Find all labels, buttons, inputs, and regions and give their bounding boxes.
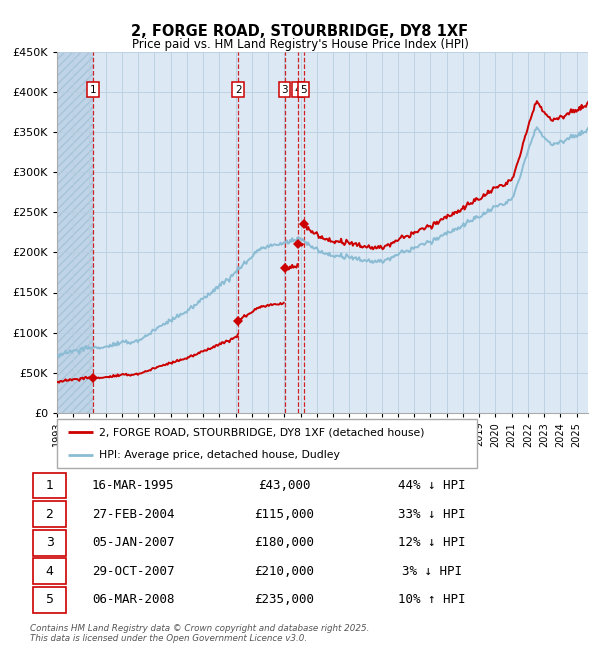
Text: £43,000: £43,000 xyxy=(257,479,310,492)
Text: 29-OCT-2007: 29-OCT-2007 xyxy=(92,565,175,578)
FancyBboxPatch shape xyxy=(57,419,477,468)
Text: 16-MAR-1995: 16-MAR-1995 xyxy=(92,479,175,492)
Text: 10% ↑ HPI: 10% ↑ HPI xyxy=(398,593,466,606)
Text: 3% ↓ HPI: 3% ↓ HPI xyxy=(402,565,462,578)
FancyBboxPatch shape xyxy=(33,530,66,556)
Text: 3: 3 xyxy=(46,536,53,549)
Text: £180,000: £180,000 xyxy=(254,536,314,549)
Text: £235,000: £235,000 xyxy=(254,593,314,606)
Text: 06-MAR-2008: 06-MAR-2008 xyxy=(92,593,175,606)
Bar xyxy=(57,52,93,413)
Text: 2: 2 xyxy=(235,85,242,95)
Text: 2: 2 xyxy=(46,508,53,521)
Text: 27-FEB-2004: 27-FEB-2004 xyxy=(92,508,175,521)
Text: Price paid vs. HM Land Registry's House Price Index (HPI): Price paid vs. HM Land Registry's House … xyxy=(131,38,469,51)
FancyBboxPatch shape xyxy=(33,473,66,499)
Text: £115,000: £115,000 xyxy=(254,508,314,521)
Text: 2, FORGE ROAD, STOURBRIDGE, DY8 1XF (detached house): 2, FORGE ROAD, STOURBRIDGE, DY8 1XF (det… xyxy=(99,428,425,437)
FancyBboxPatch shape xyxy=(33,501,66,527)
Text: 4: 4 xyxy=(46,565,53,578)
Text: 33% ↓ HPI: 33% ↓ HPI xyxy=(398,508,466,521)
Text: 1: 1 xyxy=(46,479,53,492)
Text: 3: 3 xyxy=(281,85,288,95)
Text: 5: 5 xyxy=(300,85,307,95)
Text: 4: 4 xyxy=(295,85,301,95)
Text: 1: 1 xyxy=(89,85,96,95)
Text: HPI: Average price, detached house, Dudley: HPI: Average price, detached house, Dudl… xyxy=(99,450,340,460)
Text: 12% ↓ HPI: 12% ↓ HPI xyxy=(398,536,466,549)
Text: 5: 5 xyxy=(46,593,53,606)
FancyBboxPatch shape xyxy=(33,558,66,584)
Text: 44% ↓ HPI: 44% ↓ HPI xyxy=(398,479,466,492)
Text: Contains HM Land Registry data © Crown copyright and database right 2025.
This d: Contains HM Land Registry data © Crown c… xyxy=(30,624,370,644)
FancyBboxPatch shape xyxy=(33,587,66,613)
Text: £210,000: £210,000 xyxy=(254,565,314,578)
Text: 2, FORGE ROAD, STOURBRIDGE, DY8 1XF: 2, FORGE ROAD, STOURBRIDGE, DY8 1XF xyxy=(131,24,469,39)
Text: 05-JAN-2007: 05-JAN-2007 xyxy=(92,536,175,549)
